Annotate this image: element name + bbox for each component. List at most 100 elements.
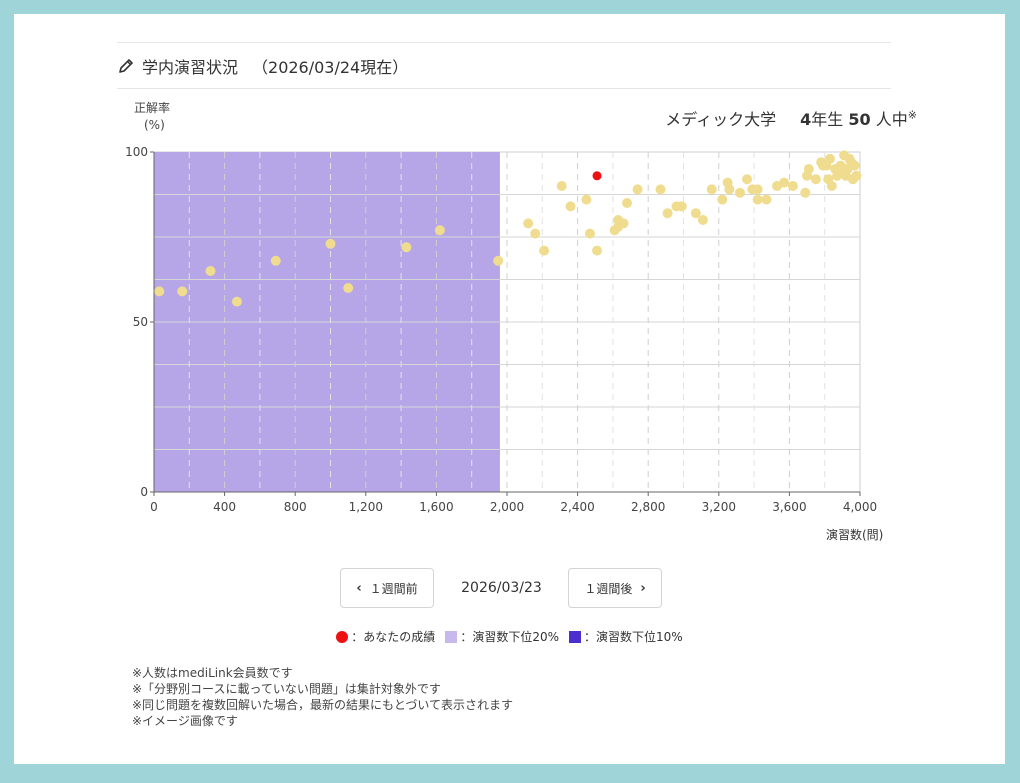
- y-tick-label: 0: [140, 485, 148, 499]
- classmate-point: [231, 296, 242, 307]
- x-tick-label: 1,600: [419, 500, 453, 514]
- classmate-point: [662, 208, 673, 219]
- classmate-point: [539, 245, 550, 256]
- page-title-text: 学内演習状況: [142, 58, 239, 77]
- y-axis-label: 正解率 (%): [134, 100, 170, 134]
- y-axis-title: 正解率: [134, 101, 171, 115]
- x-tick-label: 800: [284, 500, 307, 514]
- next-week-label: １週間後: [584, 581, 633, 596]
- purple-square-icon: [569, 630, 581, 643]
- classmate-point: [752, 194, 763, 205]
- classmate-point: [401, 242, 412, 253]
- classmate-point: [581, 194, 592, 205]
- x-tick-label: 4,000: [843, 500, 877, 514]
- x-tick-label: 2,400: [560, 500, 594, 514]
- classmate-point: [592, 245, 603, 256]
- legend-you-label: ：あなたの成績: [351, 630, 436, 644]
- pencil-icon: [119, 59, 133, 73]
- top-divider: [117, 42, 891, 43]
- classmate-point: [851, 170, 862, 181]
- classmate-point: [810, 174, 821, 185]
- x-tick-label: 2,800: [631, 500, 665, 514]
- classmate-point: [325, 238, 336, 249]
- classmate-point: [800, 187, 811, 198]
- classmate-point: [632, 184, 643, 195]
- x-tick-label: 1,200: [349, 500, 383, 514]
- classmate-point: [343, 283, 354, 293]
- footnote-4: ※イメージ画像です: [132, 714, 238, 728]
- classmate-point: [803, 164, 814, 174]
- footnote-2: ※「分野別コースに載っていない問題」は集計対象外です: [132, 682, 441, 696]
- your-point: [592, 171, 602, 181]
- classmate-point: [824, 153, 835, 164]
- school-name: メディック大学: [665, 110, 777, 129]
- legend-bottom10-label: ：演習数下位10%: [584, 630, 683, 644]
- classmate-point: [493, 255, 504, 266]
- title-divider: [117, 88, 891, 89]
- content-card: 学内演習状況 （2026/03/24現在） 正解率 (%) メディック大学 4年生…: [14, 14, 1005, 764]
- lavender-square-icon: [445, 630, 458, 643]
- classmate-point: [523, 218, 534, 229]
- classmate-point: [779, 177, 790, 188]
- footnotes: ※人数はmediLink会員数です ※「分野別コースに載っていない問題」は集計対…: [132, 665, 513, 729]
- current-date: 2026/03/23: [461, 580, 542, 596]
- legend-you: ：あなたの成績: [336, 628, 435, 645]
- classmate-point: [584, 228, 595, 239]
- classmate-point: [787, 181, 798, 191]
- classmate-point: [154, 286, 165, 297]
- classmate-point: [717, 194, 728, 205]
- classmate-point: [849, 160, 860, 171]
- as-of-date: （2026/03/24現在）: [252, 58, 409, 77]
- classmate-point: [556, 181, 567, 191]
- legend: ：あなたの成績 ：演習数下位20% ：演習数下位10%: [14, 628, 1005, 645]
- classmate-point: [618, 218, 629, 229]
- y-axis-unit: (%): [144, 118, 165, 132]
- next-week-button[interactable]: １週間後 ›: [568, 568, 662, 608]
- x-tick-label: 3,600: [772, 500, 806, 514]
- classmate-point: [655, 184, 666, 195]
- x-tick-label: 2,000: [490, 500, 524, 514]
- chevron-right-icon: ›: [640, 580, 646, 596]
- prev-week-button[interactable]: ‹ １週間前: [340, 568, 434, 608]
- classmate-point: [530, 228, 541, 239]
- classmate-point: [270, 255, 281, 266]
- legend-bottom20: ：演習数下位20%: [445, 628, 559, 645]
- classmate-point: [724, 184, 735, 195]
- classmate-point: [742, 174, 753, 185]
- x-axis-unit: 演習数(問): [826, 528, 884, 542]
- prev-week-label: １週間前: [369, 581, 418, 596]
- x-tick-label: 400: [213, 500, 236, 514]
- chevron-left-icon: ‹: [356, 580, 362, 596]
- classmate-point: [734, 187, 745, 198]
- footnote-3: ※同じ問題を複数回解いた場合，最新の結果にもとづいて表示されます: [132, 698, 513, 712]
- week-navigation: ‹ １週間前 2026/03/23 １週間後 ›: [14, 568, 1005, 608]
- student-count: 50: [848, 110, 871, 129]
- classmate-point: [676, 201, 687, 212]
- footnote-mark: ※: [907, 108, 917, 122]
- grade-suffix: 年生: [811, 110, 844, 129]
- school-summary: メディック大学 4年生 50 人中※: [665, 106, 917, 130]
- classmate-point: [826, 181, 837, 191]
- grade-number: 4: [800, 110, 812, 129]
- classmate-point: [205, 266, 216, 276]
- count-suffix: 人中: [875, 110, 908, 129]
- scatter-chart: 0 400 800 1,200 1,600 2,000 2,400 2,800 3,200 3,6…: [125, 145, 877, 514]
- classmate-point: [706, 184, 717, 195]
- red-dot-icon: [336, 630, 349, 643]
- y-tick-label: 50: [133, 315, 148, 329]
- x-tick-label: 0: [150, 500, 158, 514]
- classmate-point: [565, 201, 576, 212]
- classmate-point: [752, 184, 763, 195]
- y-tick-label: 100: [125, 145, 148, 159]
- legend-bottom10: ：演習数下位10%: [569, 628, 683, 645]
- classmate-point: [622, 198, 633, 208]
- classmate-point: [761, 194, 772, 205]
- page-title: 学内演習状況 （2026/03/24現在）: [118, 54, 408, 78]
- legend-bottom20-label: ：演習数下位20%: [460, 630, 559, 644]
- classmate-point: [177, 286, 188, 297]
- x-tick-label: 3,200: [702, 500, 736, 514]
- classmate-point: [434, 225, 445, 236]
- classmate-point: [697, 215, 708, 225]
- footnote-1: ※人数はmediLink会員数です: [132, 666, 293, 680]
- classmate-point: [690, 208, 701, 219]
